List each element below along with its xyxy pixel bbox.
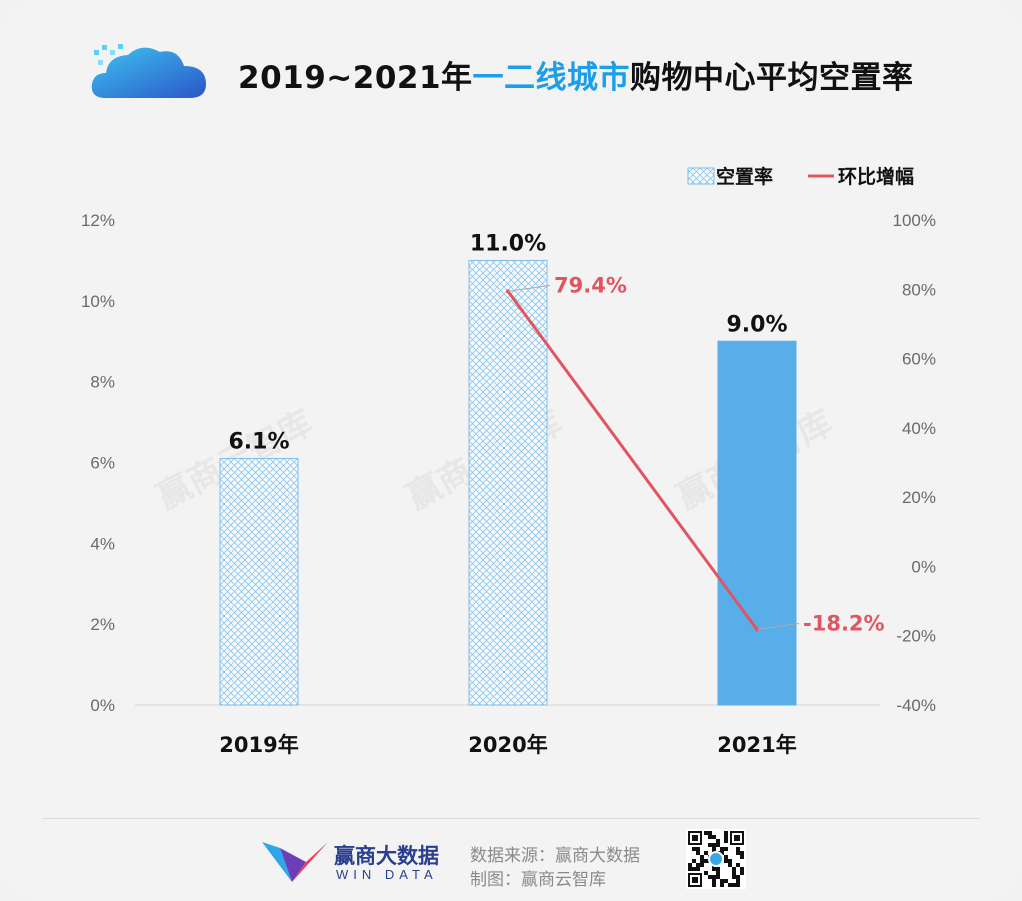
y-right-tick: 20%	[902, 488, 936, 507]
leader-line	[507, 284, 551, 292]
leader-line	[756, 622, 800, 630]
bar-value-label: 9.0%	[726, 312, 787, 337]
y-left-tick: 12%	[81, 211, 115, 230]
x-category-label: 2021年	[717, 733, 796, 757]
yingshang-cloud-logo	[91, 44, 206, 98]
legend-swatch-bar	[687, 167, 715, 185]
x-category-label: 2019年	[219, 733, 298, 757]
bar-2020年	[468, 259, 548, 706]
y-left-tick: 10%	[81, 292, 115, 311]
y-right-tick: 0%	[911, 557, 936, 576]
y-left-tick: 0%	[90, 696, 115, 715]
bar-value-label: 6.1%	[228, 429, 289, 454]
line-value-label: -18.2%	[803, 611, 885, 635]
brand-name: 赢商大数据	[334, 844, 439, 868]
title-highlight: 一二线城市	[472, 60, 631, 96]
bar-2019年	[219, 457, 299, 706]
y-left-tick: 2%	[90, 615, 115, 634]
bar-value-label: 11.0%	[470, 231, 546, 256]
brand-subtitle: WIN DATA	[336, 867, 438, 882]
line-value-label: 79.4%	[554, 273, 627, 297]
legend-label-bar: 空置率	[716, 165, 773, 188]
y-right-tick: -20%	[896, 627, 936, 646]
y-right-tick: -40%	[896, 696, 936, 715]
chart-title: 2019~2021年一二线城市购物中心平均空置率	[238, 60, 914, 96]
footer-divider	[42, 818, 980, 819]
y-left-tick: 8%	[90, 373, 115, 392]
y-right-tick: 80%	[902, 280, 936, 299]
y-left-tick: 4%	[90, 534, 115, 553]
legend-label-line: 环比增幅	[838, 165, 914, 188]
chart-maker: 制图：赢商云智库	[470, 870, 606, 890]
qr-code-icon[interactable]	[686, 829, 746, 889]
data-source: 数据来源：赢商大数据	[470, 846, 640, 866]
line-series-环比增幅	[506, 290, 759, 631]
y-right-tick: 60%	[902, 350, 936, 369]
y-left-tick: 6%	[90, 454, 115, 473]
x-category-label: 2020年	[468, 733, 547, 757]
y-right-tick: 40%	[902, 419, 936, 438]
y-right-tick: 100%	[893, 211, 936, 230]
bar-2021年	[717, 340, 797, 706]
win-data-logo-icon	[262, 842, 328, 882]
